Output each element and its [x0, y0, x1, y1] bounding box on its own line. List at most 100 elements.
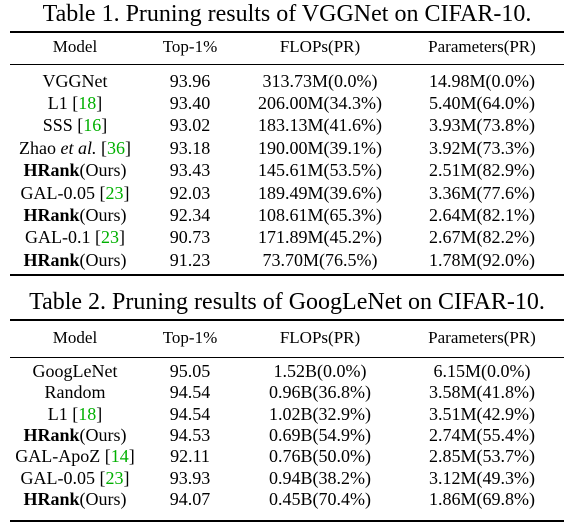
- top1-cell: 93.40: [169, 93, 211, 114]
- table1-top-rule: [10, 31, 564, 33]
- table2-row: GoogLeNet 95.05 1.52B(0.0%) 6.15M(0.0%): [10, 355, 564, 382]
- citation-link[interactable]: 23: [101, 227, 119, 248]
- table1-row: HRank(Ours) 91.23 73.70M(76.5%) 1.78M(92.0%…: [10, 249, 564, 271]
- table1-header-flops: FLOPs(PR): [279, 37, 361, 56]
- model-cell: L1 [18]: [47, 93, 103, 114]
- top1-cell: 93.18: [169, 137, 211, 158]
- table1-row: L1 [18] 93.40 206.00M(34.3%) 5.40M(64.0%): [10, 92, 564, 114]
- params-cell: 2.64M(82.1%): [429, 205, 535, 226]
- model-name: GAL-0.05: [20, 467, 100, 488]
- params-cell: 2.85M(53.7%): [429, 446, 535, 467]
- model-cell: HRank(Ours): [10, 160, 140, 182]
- model-name-bold: HRank: [23, 160, 80, 181]
- top1-cell: 93.96: [169, 71, 211, 92]
- flops-cell: 189.49M(39.6%): [258, 182, 382, 203]
- top1-cell: 90.73: [169, 227, 211, 248]
- flops-cell: 108.61M(65.3%): [258, 205, 382, 226]
- table1-header-model: Model: [52, 37, 98, 56]
- model-cell: HRank(Ours): [10, 425, 140, 446]
- table2-row: HRank(Ours) 94.07 0.45B(70.4%) 1.86M(69.8%): [10, 489, 564, 510]
- table2-top-rule: [10, 319, 564, 321]
- top1-cell: 95.05: [169, 361, 211, 382]
- model-name: L1: [47, 93, 73, 114]
- flops-cell: 190.00M(39.1%): [258, 137, 382, 158]
- model-cell: SSS [16]: [42, 115, 108, 136]
- params-cell: 3.12M(49.3%): [429, 467, 535, 488]
- model-name: (Ours): [79, 488, 127, 509]
- top1-cell: 93.02: [169, 115, 211, 136]
- citation-link[interactable]: 23: [105, 182, 124, 203]
- model-cell: L1 [18]: [47, 403, 103, 424]
- model-name: GAL-0.05: [20, 182, 100, 203]
- params-cell: 3.58M(41.8%): [429, 382, 535, 403]
- flops-cell: 0.96B(36.8%): [269, 382, 371, 403]
- model-name: Random: [44, 382, 106, 403]
- params-cell: 2.67M(82.2%): [429, 227, 535, 248]
- params-cell: 2.74M(55.4%): [429, 425, 535, 446]
- table1-row: SSS [16] 93.02 183.13M(41.6%) 3.93M(73.8%): [10, 115, 564, 137]
- params-cell: 5.40M(64.0%): [429, 93, 535, 114]
- top1-cell: 92.03: [169, 182, 211, 203]
- citation-link[interactable]: 36: [106, 137, 125, 158]
- table2-row: GAL-ApoZ [14] 92.11 0.76B(50.0%) 2.85M(53.7…: [10, 446, 564, 467]
- flops-cell: 0.45B(70.4%): [269, 488, 371, 509]
- model-name-bold: HRank: [23, 249, 80, 270]
- table1-caption: Table 1. Pruning results of VGGNet on CI…: [42, 1, 532, 27]
- citation-link[interactable]: 18: [78, 403, 97, 424]
- flops-cell: 1.52B(0.0%): [273, 361, 367, 382]
- model-cell: HRank(Ours): [10, 249, 140, 271]
- model-name-italic: et al.: [60, 137, 97, 158]
- table2-header-params: Parameters(PR): [428, 328, 536, 347]
- model-cell: Zhao et al. [36]: [19, 137, 131, 158]
- citation-link[interactable]: 16: [83, 115, 102, 136]
- table1-bottom-rule: [10, 274, 564, 276]
- table2-mid-rule: [10, 357, 564, 358]
- params-cell: 14.98M(0.0%): [429, 71, 535, 92]
- model-name-bold: HRank: [23, 205, 80, 226]
- top1-cell: 92.34: [169, 205, 211, 226]
- table2-row: GAL-0.05 [23] 93.93 0.94B(38.2%) 3.12M(49.3…: [10, 467, 564, 488]
- top1-cell: 92.11: [170, 446, 210, 467]
- table1-header-params: Parameters(PR): [428, 37, 536, 56]
- table1-row: GAL-0.05 [23] 92.03 189.49M(39.6%) 3.36M(77…: [10, 182, 564, 204]
- table1-row: Zhao et al. [36] 93.18 190.00M(39.1%) 3.92M…: [10, 137, 564, 159]
- flops-cell: 145.61M(53.5%): [258, 160, 382, 181]
- table1-row: HRank(Ours) 92.34 108.61M(65.3%) 2.64M(82.1…: [10, 204, 564, 226]
- table2-header-row: Model Top-1% FLOPs(PR) Parameters(PR): [10, 321, 564, 355]
- model-cell: HRank(Ours): [10, 204, 140, 226]
- flops-cell: 0.69B(54.9%): [269, 425, 371, 446]
- params-cell: 3.51M(42.9%): [429, 403, 535, 424]
- table2-row: Random 94.54 0.96B(36.8%) 3.58M(41.8%): [10, 382, 564, 403]
- model-cell: GAL-ApoZ [14]: [15, 446, 135, 467]
- model-name: GAL-0.1: [25, 227, 95, 248]
- model-cell: VGGNet: [10, 61, 140, 92]
- model-name: L1: [47, 403, 73, 424]
- top1-cell: 94.54: [169, 403, 211, 424]
- model-name-bold: HRank: [23, 488, 80, 509]
- params-cell: 3.92M(73.3%): [429, 137, 535, 158]
- model-name: (Ours): [79, 425, 127, 446]
- flops-cell: 73.70M(76.5%): [262, 249, 378, 270]
- model-cell: GAL-0.1 [23]: [25, 227, 125, 248]
- citation-link[interactable]: 18: [78, 93, 97, 114]
- params-cell: 1.78M(92.0%): [429, 249, 535, 270]
- citation-link[interactable]: 14: [110, 446, 129, 467]
- flops-cell: 0.94B(38.2%): [269, 467, 371, 488]
- flops-cell: 183.13M(41.6%): [258, 115, 382, 136]
- params-cell: 3.36M(77.6%): [429, 182, 535, 203]
- table2: Model Top-1% FLOPs(PR) Parameters(PR) Go…: [10, 321, 564, 510]
- model-name: (Ours): [79, 205, 127, 226]
- table2-header-top1: Top-1%: [162, 328, 218, 347]
- table1-row: VGGNet 93.96 313.73M(0.0%) 14.98M(0.0%): [10, 61, 564, 92]
- top1-cell: 91.23: [169, 249, 211, 270]
- model-name: GoogLeNet: [32, 361, 118, 382]
- table1-row: GAL-0.1 [23] 90.73 171.89M(45.2%) 2.67M(82.…: [10, 227, 564, 249]
- table2-row: HRank(Ours) 94.53 0.69B(54.9%) 2.74M(55.4%): [10, 425, 564, 446]
- citation-link[interactable]: 23: [105, 467, 124, 488]
- model-name: (Ours): [79, 160, 127, 181]
- model-cell: GAL-0.05 [23]: [20, 467, 130, 488]
- model-name: SSS: [42, 115, 78, 136]
- params-cell: 2.51M(82.9%): [429, 160, 535, 181]
- table2-header-model: Model: [52, 328, 98, 347]
- top1-cell: 93.43: [169, 160, 211, 181]
